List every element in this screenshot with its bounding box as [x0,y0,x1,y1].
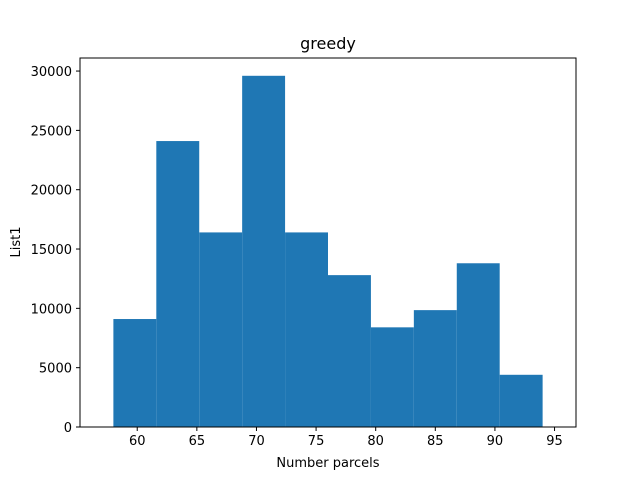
histogram-bar [328,275,371,427]
x-tick-label: 60 [129,434,146,449]
plot-frame [79,57,577,428]
x-axis-label: Number parcels [276,456,379,471]
x-tick-label: 95 [546,434,563,449]
x-tick-label: 75 [308,434,325,449]
y-tick-label: 10000 [31,302,72,317]
histogram-bar [456,263,500,427]
y-tick-label: 0 [64,421,72,436]
y-tick-label: 15000 [31,243,72,258]
x-tick-label: 90 [487,434,504,449]
y-tick-label: 5000 [39,362,72,377]
x-tick-label: 65 [189,434,206,449]
y-axis: 0 5000 10000 15000 20000 25000 30000 [31,65,80,436]
y-axis-label: List1 [9,227,24,258]
histogram-bar [370,327,414,427]
histogram-bar [285,232,328,427]
histogram-bar [499,374,543,427]
histogram-bar [156,141,200,427]
x-tick-label: 80 [367,434,384,449]
histogram-bar [199,232,243,427]
y-tick-label: 25000 [31,124,72,139]
histogram-bar [242,75,286,427]
x-axis: 60 65 70 75 80 85 90 95 [129,427,563,449]
x-tick-label: 85 [427,434,444,449]
x-tick-label: 70 [248,434,265,449]
histogram-bar [113,319,157,427]
y-tick-label: 20000 [31,184,72,199]
histogram-bar [413,310,457,427]
bars-group [113,75,543,427]
chart-title: greedy [300,34,356,53]
y-tick-label: 30000 [31,65,72,80]
